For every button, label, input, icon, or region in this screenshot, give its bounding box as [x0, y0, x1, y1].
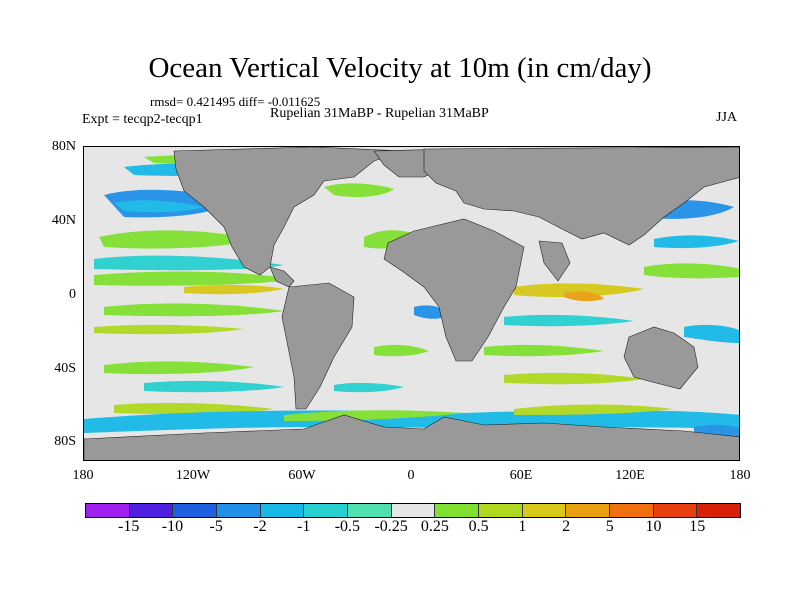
colorbar-swatch: [653, 504, 698, 517]
colorbar-swatch: [86, 504, 130, 517]
australia: [623, 326, 699, 390]
lon-label-120e: 120E: [615, 468, 645, 483]
colorbar-swatch: [304, 504, 349, 517]
land-masses: [84, 147, 739, 460]
colorbar-swatch: [566, 504, 611, 517]
lon-label-180w: 180: [72, 468, 94, 483]
colorbar-label: -2: [253, 518, 267, 535]
colorbar-swatch: [479, 504, 523, 517]
lat-label-40n: 40N: [51, 213, 76, 228]
colorbar-label: -15: [118, 518, 140, 535]
india: [538, 240, 571, 282]
lon-label-180e: 180: [729, 468, 751, 483]
lat-label-0: 0: [69, 287, 76, 302]
lon-label-60w: 60W: [288, 468, 316, 483]
colorbar-label: 0.5: [468, 518, 489, 535]
map-title: Ocean Vertical Velocity at 10m (in cm/da…: [148, 52, 652, 84]
south-america: [281, 282, 355, 410]
colorbar-swatch: [610, 504, 654, 517]
africa: [383, 218, 525, 362]
eurasia: [423, 147, 739, 246]
colorbar-swatch: [129, 504, 174, 517]
lon-label-60e: 60E: [509, 468, 533, 483]
colorbar-swatch: [260, 504, 305, 517]
colorbar-label: -10: [161, 518, 184, 535]
colorbar-swatch: [348, 504, 392, 517]
lat-label-40s: 40S: [54, 361, 76, 376]
colorbar-label: 1: [518, 518, 527, 535]
map-svg: [84, 147, 739, 460]
colorbar-label: -5: [209, 518, 223, 535]
experiment-label: Expt = tecqp2-tecqp1: [82, 112, 203, 127]
colorbar-swatch: [173, 504, 218, 517]
colorbar-label: 2: [562, 518, 571, 535]
colorbar-label: 10: [645, 518, 662, 535]
colorbar-label: -0.25: [374, 518, 408, 535]
colorbar-label: -1: [296, 518, 311, 535]
colorbar-swatch: [217, 504, 261, 517]
cases-label: Rupelian 31MaBP - Rupelian 31MaBP: [270, 106, 489, 121]
lon-label-120w: 120W: [175, 468, 211, 483]
antarctica: [84, 414, 739, 460]
colorbar-swatch: [391, 504, 436, 517]
colorbar-label: 5: [605, 518, 614, 535]
lat-label-80n: 80N: [51, 139, 76, 154]
stats-line: rmsd= 0.421495 diff= -0.011625: [150, 94, 321, 109]
colorbar-swatch: [522, 504, 567, 517]
lat-label-80s: 80S: [54, 434, 76, 449]
central-america: [269, 266, 295, 288]
season-label: JJA: [716, 110, 738, 125]
lon-label-0: 0: [407, 468, 415, 483]
north-america: [173, 147, 405, 276]
colorbar-swatch: [435, 504, 480, 517]
colorbar-label: -0.5: [334, 518, 361, 535]
colorbar: [85, 503, 741, 518]
colorbar-label: 15: [689, 518, 706, 535]
colorbar-label: 0.25: [420, 518, 449, 535]
colorbar-swatch: [697, 504, 741, 517]
map-plot-area: [83, 146, 740, 461]
